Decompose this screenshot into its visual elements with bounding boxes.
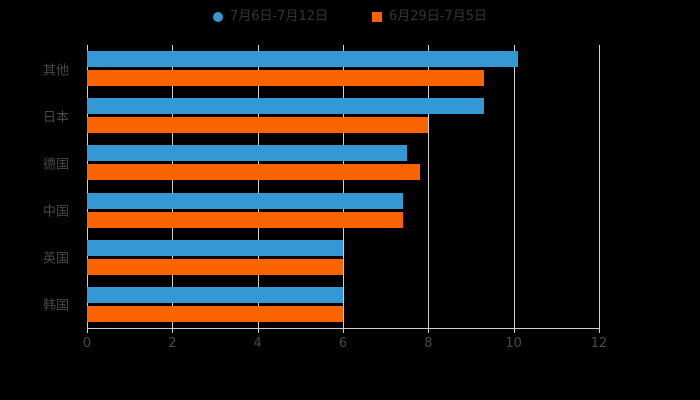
gridline [343,45,344,328]
legend-label-series-current-week: 7月6日-7月12日 [229,9,328,24]
bar[interactable] [87,239,343,256]
bar[interactable] [87,192,403,209]
y-axis-category-label: 其他 [42,63,69,79]
x-axis-tick-label: 6 [338,336,348,351]
x-axis-tick [513,328,515,333]
x-axis-tick-label: 2 [168,336,177,351]
gridline [428,45,430,328]
y-axis-category-label: 韩国 [42,298,69,314]
y-axis-labels: 其他日本德国中国英国韩国 [0,45,78,328]
x-axis-tick [172,328,174,333]
x-axis-tick-label: 12 [590,336,608,351]
legend-item-series-current-week[interactable]: 7月6日-7月12日 [212,9,328,24]
gridline [513,45,515,328]
x-axis-tick [343,328,344,333]
y-axis-category-label: 德国 [42,157,69,173]
plot-area [87,45,600,328]
x-axis-tick-label: 4 [253,336,262,351]
x-axis-tick [599,328,600,333]
bar[interactable] [87,145,407,162]
bar[interactable] [87,98,484,115]
legend-marker-circle-icon [212,12,223,22]
bar[interactable] [87,70,484,87]
plot-right-border [599,45,600,328]
x-axis-tick-label: 0 [82,336,92,351]
legend-marker-square-icon [372,12,382,22]
bar[interactable] [87,164,420,181]
x-axis-tick [87,328,88,333]
legend-item-series-previous-week[interactable]: 6月29日-7月5日 [372,10,487,24]
y-axis-category-label: 中国 [42,204,69,220]
legend-label-series-previous-week: 6月29日-7月5日 [389,9,488,24]
x-axis-tick [257,328,259,333]
y-axis-category-label: 日本 [42,110,69,126]
gridline [257,45,259,328]
x-axis-tick-label: 10 [505,336,522,351]
gridline [172,45,174,328]
bar[interactable] [87,211,403,228]
bar[interactable] [87,258,343,275]
y-axis-line [87,45,88,328]
bar[interactable] [87,286,343,303]
y-axis-category-label: 英国 [42,251,69,267]
bar[interactable] [87,51,518,68]
bar[interactable] [87,305,343,322]
chart-legend: 7月6日-7月12日 6月29日-7月5日 [0,10,700,24]
bar[interactable] [87,117,429,134]
x-axis-tick [428,328,430,333]
x-axis-tick-label: 8 [424,336,433,351]
